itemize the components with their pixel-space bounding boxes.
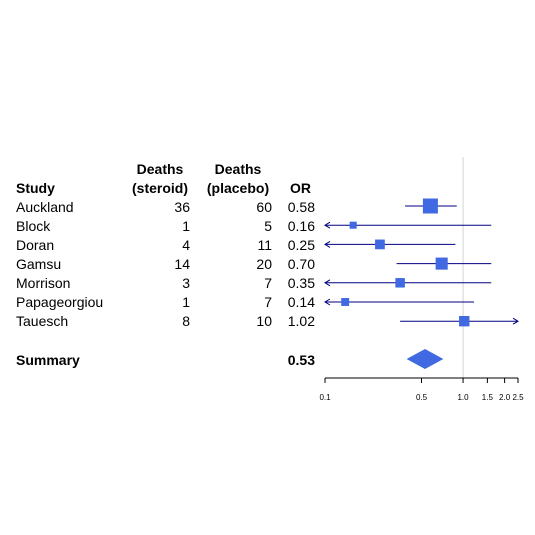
deaths-placebo-value: 10	[256, 313, 272, 329]
or-marker	[375, 239, 385, 250]
deaths-steroid-value: 1	[182, 294, 190, 310]
x-tick-label: 1.5	[482, 393, 494, 402]
or-value: 0.58	[287, 199, 315, 215]
x-tick-label: 0.1	[319, 393, 331, 402]
ci-arrow-left	[324, 240, 331, 248]
deaths-steroid-value: 36	[174, 199, 190, 215]
study-name: Doran	[16, 237, 55, 253]
ci-arrow-left	[324, 298, 331, 306]
x-tick-label: 2.0	[499, 393, 511, 402]
or-value: 0.14	[287, 294, 315, 310]
deaths-placebo-value: 20	[256, 256, 272, 272]
or-value: 0.25	[287, 237, 315, 253]
deaths-steroid-value: 1	[182, 218, 190, 234]
study-name: Auckland	[16, 199, 74, 215]
deaths-steroid-value: 14	[174, 256, 190, 272]
or-marker	[395, 278, 405, 288]
or-marker	[341, 298, 350, 306]
ci-arrow-left	[324, 221, 331, 229]
x-tick-label: 2.5	[512, 393, 524, 402]
deaths-placebo-value: 5	[264, 218, 272, 234]
summary-diamond	[406, 349, 444, 369]
x-tick-label: 0.5	[416, 393, 428, 402]
header-study: Study	[16, 180, 55, 196]
deaths-placebo-value: 60	[256, 199, 272, 215]
or-value: 0.16	[287, 218, 315, 234]
ci-arrow-right	[512, 317, 519, 325]
ci-arrow-left	[324, 279, 331, 287]
summary-label: Summary	[16, 352, 80, 368]
study-name: Block	[16, 218, 51, 234]
header-deaths-placebo-line1: Deaths	[214, 161, 262, 177]
header-deaths-steroid-line1: Deaths	[136, 161, 184, 177]
deaths-steroid-value: 4	[182, 237, 190, 253]
or-value: 0.70	[287, 256, 315, 272]
header-deaths-placebo-line2: (placebo)	[206, 180, 270, 196]
study-name: Papageorgiou	[16, 294, 104, 310]
study-name: Morrison	[16, 275, 71, 291]
or-marker	[435, 257, 448, 270]
x-tick-label: 1.0	[457, 393, 469, 402]
deaths-placebo-value: 7	[264, 275, 272, 291]
or-value: 1.02	[287, 313, 315, 329]
deaths-steroid-value: 3	[182, 275, 190, 291]
deaths-steroid-value: 8	[182, 313, 190, 329]
summary-or-value: 0.53	[287, 352, 315, 368]
header-or: OR	[290, 180, 311, 196]
or-marker	[459, 316, 470, 327]
deaths-placebo-value: 7	[264, 294, 272, 310]
header-deaths-steroid-line2: (steroid)	[132, 180, 188, 196]
study-name: Tauesch	[16, 313, 69, 329]
deaths-placebo-value: 11	[257, 237, 272, 253]
study-name: Gamsu	[16, 256, 62, 272]
or-marker	[349, 221, 357, 229]
or-value: 0.35	[287, 275, 315, 291]
or-marker	[422, 198, 438, 214]
